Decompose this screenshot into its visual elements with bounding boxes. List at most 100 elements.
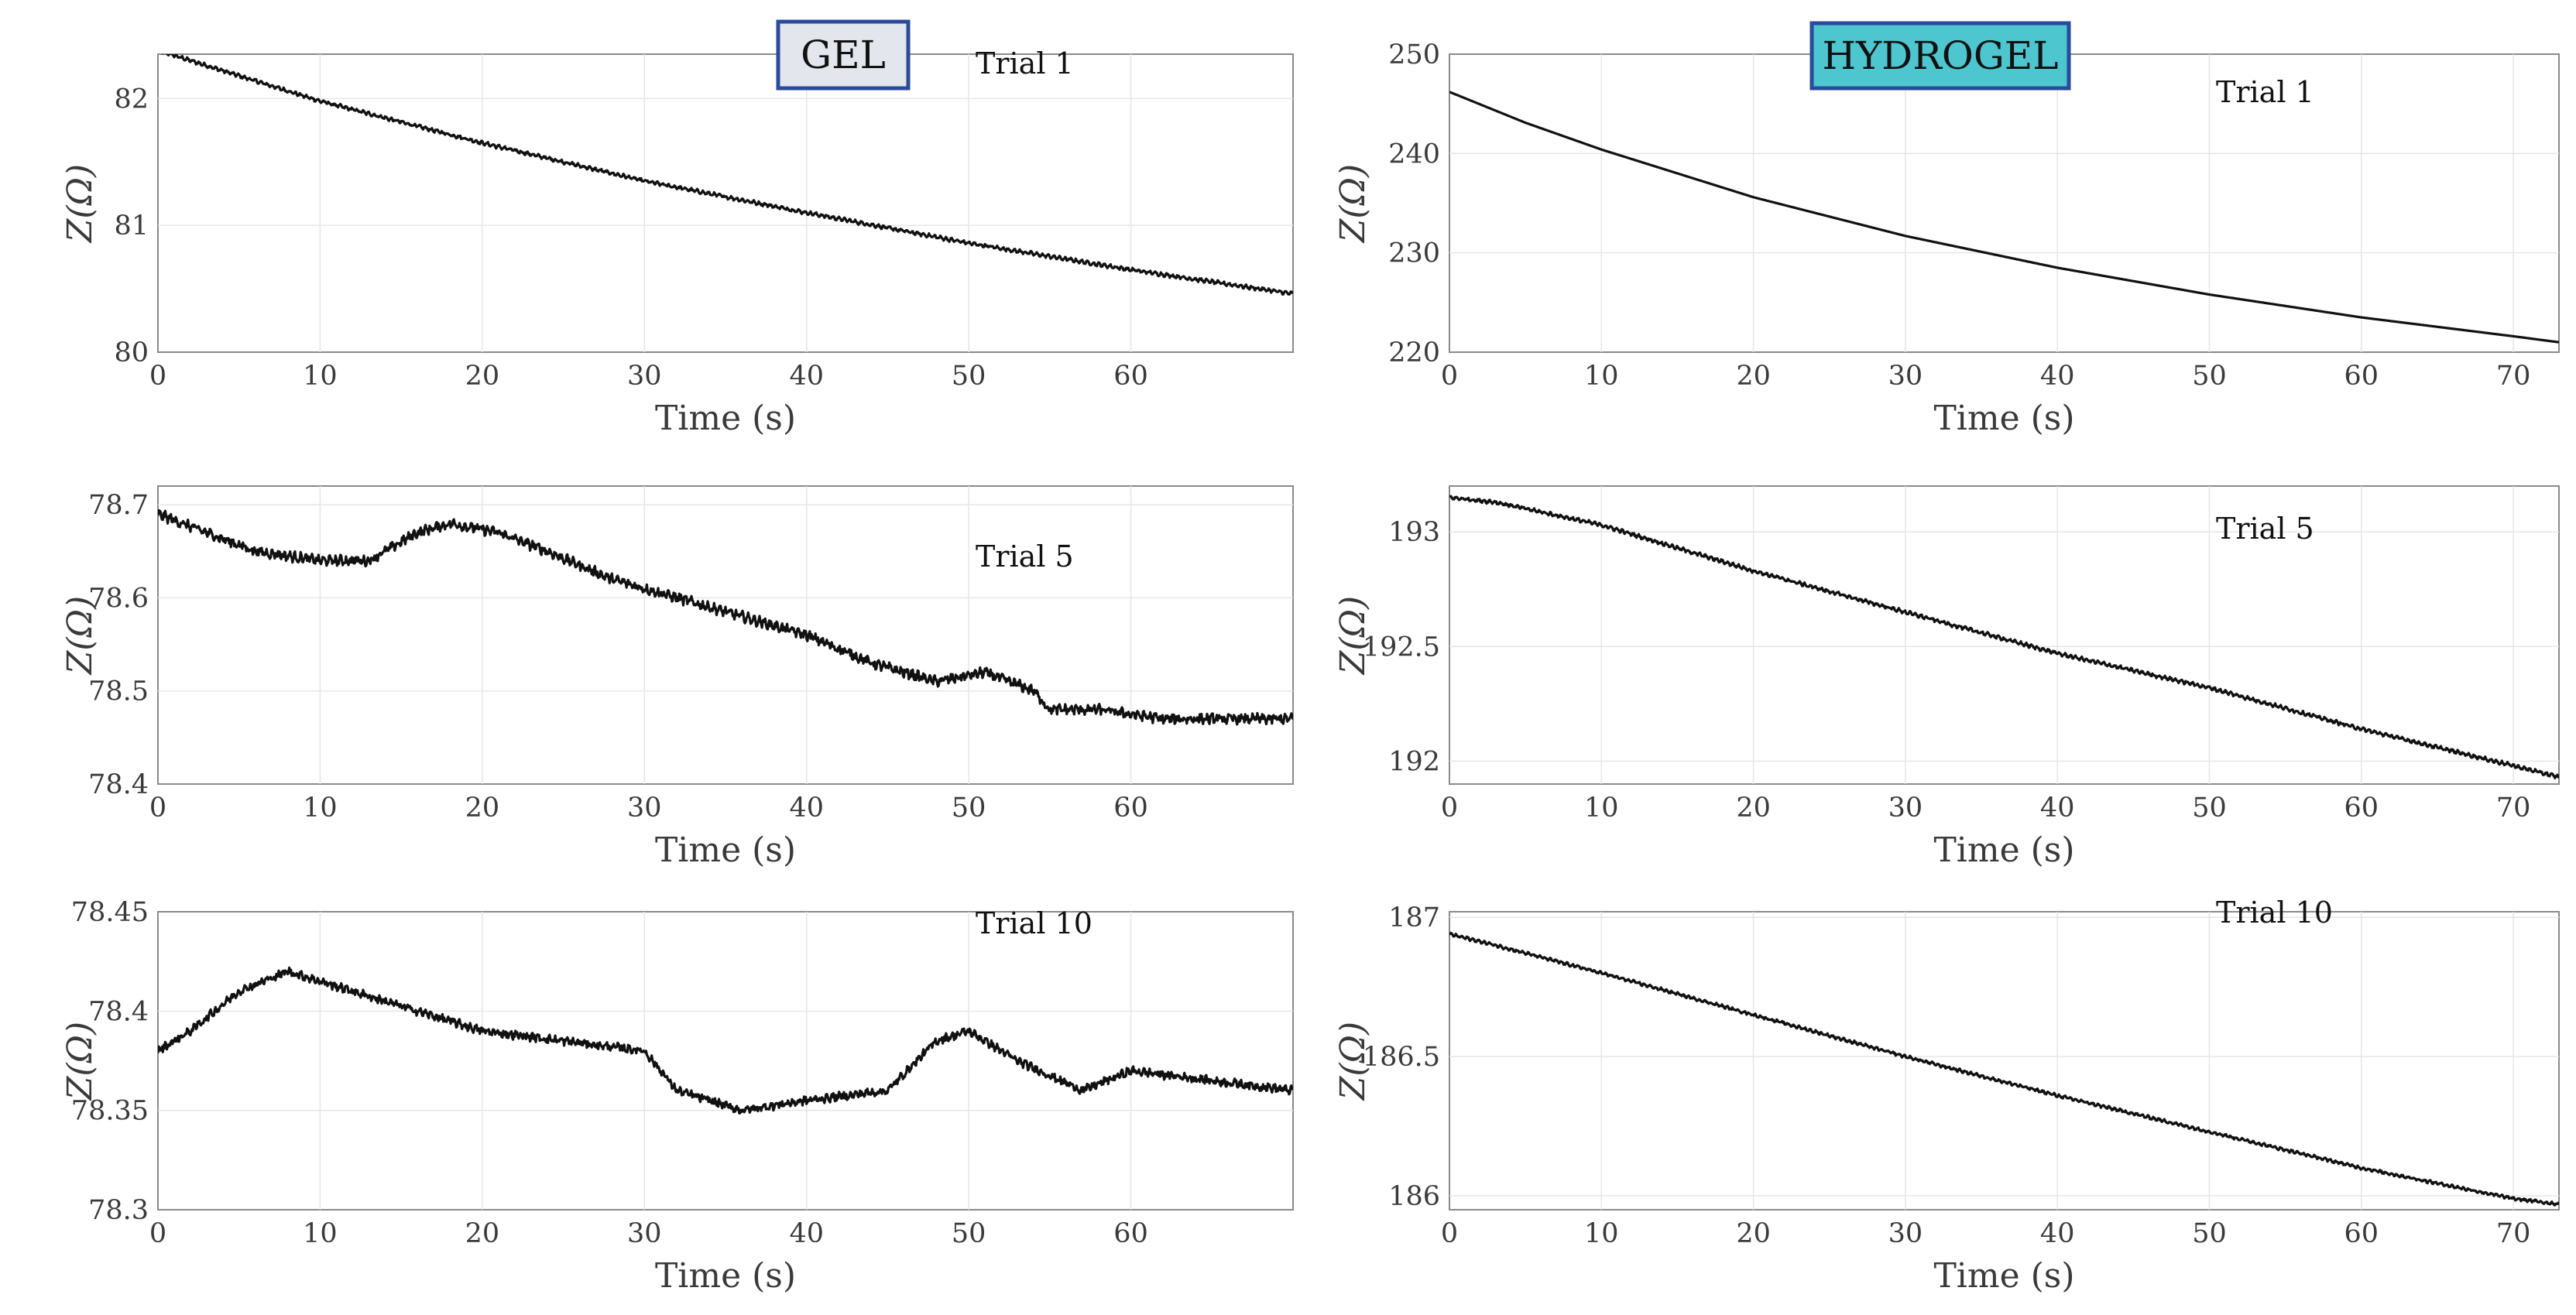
y-axis-label: Z(Ω) <box>1333 164 1373 244</box>
y-tick-label: 230 <box>1388 238 1440 269</box>
y-tick-label: 78.35 <box>71 1096 149 1127</box>
x-axis-label: Time (s) <box>655 1256 796 1296</box>
column-label: HYDROGEL <box>1823 33 2059 78</box>
column-label: GEL <box>801 33 886 77</box>
x-tick-label: 50 <box>952 793 986 824</box>
y-tick-label: 250 <box>1388 39 1440 70</box>
chart-panel-6: 0 10 20 30 40 50 60 70 186 186.5 187 Time (s) Z(Ω) Tr… <box>1333 896 2560 1296</box>
x-tick-label: 0 <box>1441 793 1458 824</box>
x-tick-label: 50 <box>2192 793 2227 824</box>
y-tick-label: 80 <box>114 337 149 368</box>
x-tick-label: 30 <box>1888 793 1923 824</box>
series-line <box>1449 495 2559 779</box>
y-axis-label: Z(Ω) <box>60 164 100 244</box>
trial-annotation: Trial 10 <box>976 906 1092 940</box>
chart-panel-5: 0 10 20 30 40 50 60 78.3 78.35 78.4 78.45 Time (s) Z… <box>60 897 1294 1296</box>
x-tick-label: 60 <box>2344 793 2379 824</box>
series-line <box>158 509 1293 726</box>
x-tick-label: 70 <box>2496 793 2531 824</box>
y-tick-label: 193 <box>1388 517 1440 548</box>
x-tick-label: 0 <box>149 361 166 392</box>
x-axis-label: Time (s) <box>655 830 796 870</box>
x-axis-label: Time (s) <box>655 399 796 438</box>
x-axis-label: Time (s) <box>1933 830 2074 870</box>
x-tick-label: 60 <box>1113 793 1148 824</box>
y-tick-label: 78.6 <box>88 583 149 614</box>
series-line <box>1449 91 2559 344</box>
y-tick-label: 220 <box>1388 337 1440 368</box>
y-tick-label: 186 <box>1388 1181 1440 1212</box>
x-tick-label: 40 <box>2040 1218 2075 1249</box>
x-tick-label: 50 <box>952 1218 986 1249</box>
x-tick-label: 0 <box>149 1218 166 1249</box>
y-tick-label: 78.45 <box>71 897 149 928</box>
x-tick-label: 50 <box>2192 1218 2227 1249</box>
trial-annotation: Trial 5 <box>976 539 1074 574</box>
series-line <box>1449 931 2559 1207</box>
plot-area <box>157 485 1294 785</box>
column-label-box <box>1809 21 2071 91</box>
x-tick-label: 0 <box>149 793 166 824</box>
x-tick-label: 60 <box>2344 361 2379 392</box>
y-tick-label: 78.4 <box>88 996 149 1027</box>
x-tick-label: 60 <box>1113 1218 1148 1249</box>
y-tick-label: 186.5 <box>1363 1042 1440 1073</box>
x-tick-label: 10 <box>303 793 338 824</box>
x-tick-label: 40 <box>2040 793 2075 824</box>
trial-annotation: Trial 5 <box>2216 512 2314 546</box>
plot-area <box>157 911 1294 1211</box>
y-axis-label: Z(Ω) <box>60 596 100 676</box>
plot-area <box>157 53 1294 353</box>
x-tick-label: 40 <box>789 793 824 824</box>
x-tick-label: 60 <box>1113 361 1148 392</box>
x-tick-label: 0 <box>1441 1218 1458 1249</box>
x-tick-label: 50 <box>952 361 986 392</box>
y-tick-label: 78.7 <box>88 490 149 521</box>
plot-area <box>1449 911 2560 1211</box>
x-tick-label: 20 <box>465 1218 500 1249</box>
chart-panel-3: 0 10 20 30 40 50 60 78.4 78.5 78.6 78.7 Time (s) Z(Ω… <box>60 485 1294 870</box>
trial-annotation: Trial 1 <box>976 46 1074 80</box>
plot-grid: 0 10 20 30 40 50 60 80 81 82 Time (s) Z(Ω) Trial 1 GE… <box>60 19 2560 1296</box>
x-tick-label: 40 <box>789 361 824 392</box>
y-tick-label: 240 <box>1388 139 1440 170</box>
y-axis-label: Z(Ω) <box>60 1022 100 1101</box>
trial-annotation: Trial 1 <box>2216 75 2314 109</box>
trial-annotation: Trial 10 <box>2216 896 2333 930</box>
x-axis-label: Time (s) <box>1933 1256 2074 1296</box>
x-tick-label: 30 <box>1888 361 1923 392</box>
y-tick-label: 81 <box>114 211 149 241</box>
y-tick-label: 78.4 <box>88 769 149 800</box>
x-tick-label: 20 <box>1736 361 1771 392</box>
x-tick-label: 10 <box>303 361 338 392</box>
y-tick-label: 78.5 <box>88 676 149 707</box>
x-tick-label: 40 <box>2040 361 2075 392</box>
x-tick-label: 40 <box>789 1218 824 1249</box>
y-tick-label: 82 <box>114 84 149 115</box>
column-label-box <box>776 19 911 91</box>
x-tick-label: 10 <box>1584 1218 1619 1249</box>
x-tick-label: 20 <box>1736 1218 1771 1249</box>
x-axis-label: Time (s) <box>1933 399 2074 438</box>
x-tick-label: 10 <box>1584 361 1619 392</box>
x-tick-label: 30 <box>627 793 662 824</box>
y-tick-label: 78.3 <box>88 1195 149 1226</box>
x-tick-label: 30 <box>1888 1218 1923 1249</box>
y-tick-label: 192 <box>1388 746 1440 777</box>
plot-area <box>1449 53 2560 353</box>
y-axis-label: Z(Ω) <box>1333 596 1373 676</box>
y-tick-label: 192.5 <box>1363 632 1440 663</box>
chart-panel-1: 0 10 20 30 40 50 60 80 81 82 Time (s) Z(Ω) Trial 1 GE… <box>60 19 1294 438</box>
x-tick-label: 10 <box>1584 793 1619 824</box>
y-tick-label: 187 <box>1388 902 1440 933</box>
x-tick-label: 70 <box>2496 361 2531 392</box>
plot-area <box>1449 485 2560 785</box>
chart-panel-4: 0 10 20 30 40 50 60 70 192 192.5 193 Time (s) Z(Ω) Tr… <box>1333 485 2560 870</box>
x-tick-label: 10 <box>303 1218 338 1249</box>
x-tick-label: 0 <box>1441 361 1458 392</box>
x-tick-label: 30 <box>627 361 662 392</box>
series-line <box>161 54 1293 296</box>
x-tick-label: 30 <box>627 1218 662 1249</box>
x-tick-label: 50 <box>2192 361 2227 392</box>
